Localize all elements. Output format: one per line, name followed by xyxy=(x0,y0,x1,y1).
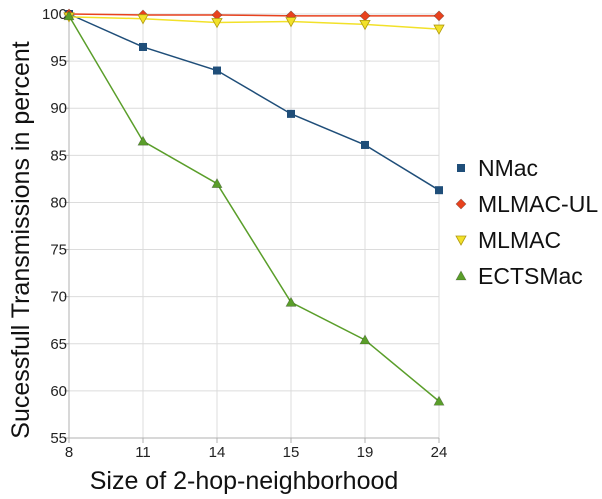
series-line xyxy=(68,16,440,30)
legend-marker xyxy=(455,235,467,246)
legend: NMac MLMAC-UL MLMAC ECTSMac xyxy=(455,155,598,289)
data-point xyxy=(213,66,221,75)
axes xyxy=(64,13,440,443)
legend-item: ECTSMac xyxy=(455,263,583,289)
data-point xyxy=(433,10,445,22)
legend-label: ECTSMac xyxy=(478,263,583,289)
y-tick-label: 75 xyxy=(50,242,67,259)
y-tick-label: 70 xyxy=(50,289,67,306)
legend-label: MLMAC xyxy=(478,227,561,253)
y-tick-label: 85 xyxy=(50,147,67,164)
data-point xyxy=(359,10,371,22)
grid-lines xyxy=(68,13,440,439)
series-line xyxy=(68,13,440,191)
data-point xyxy=(63,10,75,21)
data-point xyxy=(287,109,295,118)
legend-label: NMac xyxy=(478,155,538,181)
series-mlmac-ul xyxy=(63,8,445,22)
y-tick-label: 100 xyxy=(42,6,67,23)
legend-marker xyxy=(457,164,465,172)
data-point xyxy=(433,24,445,35)
series-nmac xyxy=(65,10,443,195)
data-point xyxy=(435,186,443,195)
series-ectsmac xyxy=(63,10,445,406)
legend-marker xyxy=(455,270,467,281)
data-point xyxy=(433,395,445,406)
x-tick-labels: 8 11 14 15 19 24 xyxy=(65,444,448,461)
data-point xyxy=(359,19,371,31)
data-point xyxy=(359,334,371,345)
y-tick-label: 90 xyxy=(50,100,67,117)
series-line xyxy=(68,15,440,402)
legend-item: NMac xyxy=(457,155,538,181)
data-series xyxy=(63,8,445,406)
series-mlmac xyxy=(63,12,445,35)
legend-marker xyxy=(455,198,467,210)
y-tick-label: 60 xyxy=(50,383,67,400)
data-point xyxy=(139,42,147,51)
x-tick-label: 14 xyxy=(209,444,226,461)
x-tick-label: 24 xyxy=(431,444,448,461)
x-tick-label: 8 xyxy=(65,444,73,461)
legend-item: MLMAC-UL xyxy=(455,191,598,217)
legend-label: MLMAC-UL xyxy=(478,191,598,217)
y-tick-label: 80 xyxy=(50,194,67,211)
x-tick-label: 11 xyxy=(135,444,151,461)
data-point xyxy=(211,18,223,29)
data-point xyxy=(361,140,369,149)
data-point xyxy=(211,177,223,188)
y-axis-label: Sucessfull Transmissions in percent xyxy=(7,41,35,438)
data-point xyxy=(137,14,149,25)
x-tick-label: 19 xyxy=(357,444,374,461)
data-point xyxy=(137,135,149,146)
data-point xyxy=(285,17,297,28)
data-point xyxy=(285,296,297,307)
y-tick-label: 95 xyxy=(50,53,67,70)
x-tick-label: 15 xyxy=(283,444,300,461)
x-axis-label: Size of 2-hop-neighborhood xyxy=(90,467,399,495)
legend-item: MLMAC xyxy=(455,227,561,253)
y-tick-labels: 55 60 65 70 75 80 85 90 95 100 xyxy=(42,6,67,447)
y-tick-label: 55 xyxy=(50,430,67,447)
y-tick-label: 65 xyxy=(50,336,67,353)
series-line xyxy=(68,13,439,17)
